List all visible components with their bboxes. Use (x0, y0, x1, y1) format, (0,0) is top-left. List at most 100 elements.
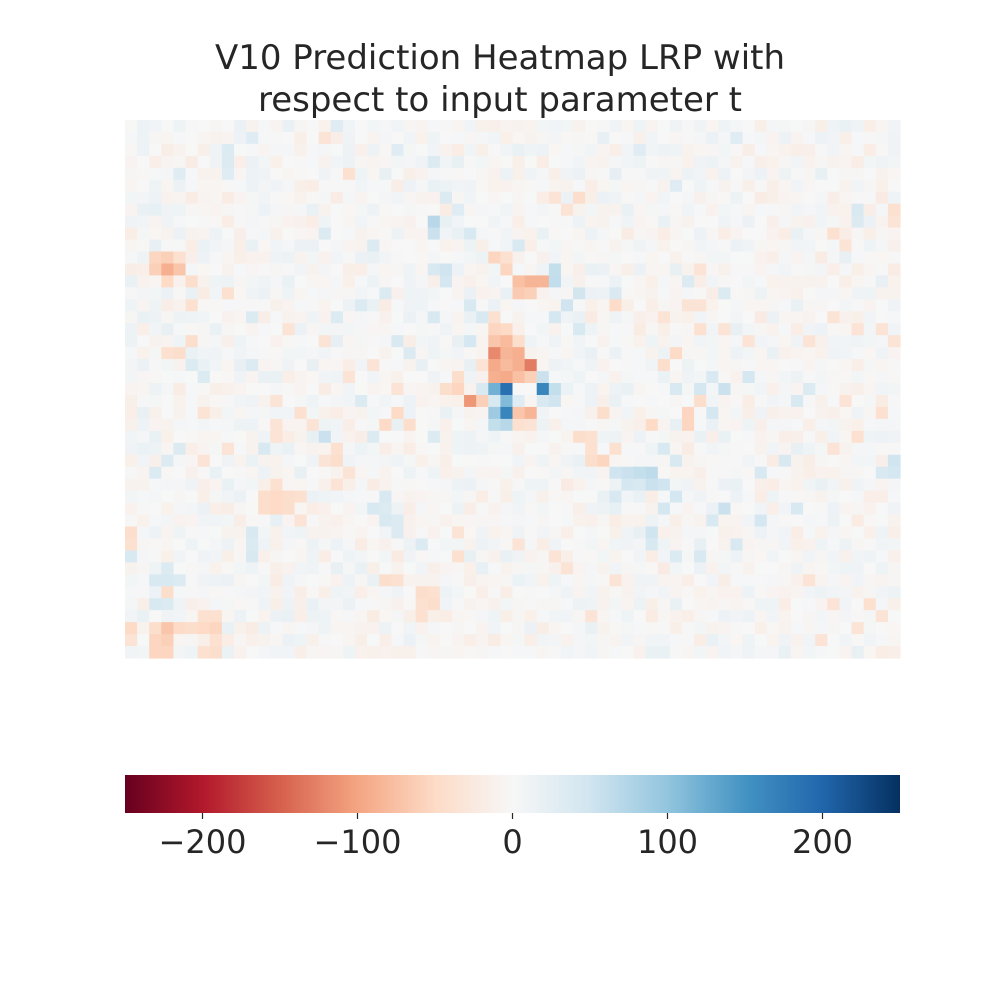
heatmap-cell (294, 478, 308, 492)
heatmap-cell (294, 610, 308, 623)
heatmap-cell (476, 299, 489, 312)
heatmap-cell (355, 335, 368, 348)
heatmap-cell (573, 275, 586, 288)
heatmap-cell (657, 371, 671, 384)
heatmap-cell (887, 155, 901, 169)
heatmap-cell (621, 191, 635, 205)
heatmap-cell (125, 598, 138, 611)
heatmap-cell (379, 622, 393, 635)
heatmap-cell (270, 586, 284, 599)
heatmap-cell (355, 538, 368, 551)
heatmap-cell (778, 143, 792, 157)
heatmap-cell (645, 490, 659, 504)
heatmap-cell (258, 478, 271, 492)
heatmap-cell (379, 263, 393, 277)
heatmap-cell (524, 143, 538, 157)
heatmap-cell (318, 490, 332, 504)
heatmap-cell (173, 394, 187, 408)
heatmap-cell (815, 311, 828, 324)
heatmap-cell (754, 203, 768, 217)
heatmap-cell (137, 131, 150, 145)
heatmap-cell (488, 574, 501, 587)
heatmap-cell (342, 490, 356, 504)
heatmap-cell (766, 430, 780, 444)
heatmap-cell (512, 167, 526, 181)
heatmap-cell (137, 430, 150, 444)
heatmap-cell (451, 634, 465, 647)
heatmap-cell (754, 131, 768, 145)
heatmap-cell (766, 167, 780, 181)
heatmap-cell (500, 562, 514, 575)
heatmap-cell (355, 586, 368, 599)
heatmap-cell (367, 239, 380, 253)
heatmap-cell (500, 263, 514, 277)
heatmap-cell (197, 383, 211, 396)
heatmap-cell (694, 275, 707, 288)
heatmap-cell (754, 323, 768, 336)
heatmap-cell (391, 311, 405, 324)
heatmap-cell (173, 179, 187, 193)
heatmap-cell (137, 490, 150, 504)
heatmap-cell (597, 466, 610, 480)
heatmap-cell (415, 430, 429, 444)
heatmap-cell (233, 227, 247, 241)
heatmap-cell (766, 383, 780, 396)
heatmap-cell (282, 263, 296, 277)
heatmap-cell (609, 143, 623, 157)
heatmap-cell (221, 442, 235, 456)
heatmap-cell (694, 622, 707, 635)
heatmap-cell (355, 323, 368, 336)
heatmap-cell (282, 502, 296, 516)
heatmap-cell (209, 538, 223, 551)
heatmap-cell (536, 610, 550, 623)
heatmap-cell (633, 478, 647, 492)
heatmap-cell (815, 598, 828, 611)
heatmap-cell (342, 466, 356, 480)
heatmap-cell (839, 646, 853, 659)
heatmap-cell (524, 526, 538, 540)
heatmap-cell (439, 646, 453, 659)
heatmap-cell (512, 466, 526, 480)
heatmap-cell (318, 347, 332, 360)
heatmap-cell (778, 299, 792, 312)
heatmap-cell (524, 263, 538, 277)
heatmap-cell (778, 514, 792, 528)
heatmap-cell (137, 646, 150, 659)
heatmap-cell (451, 275, 465, 288)
heatmap-cell (427, 191, 441, 205)
heatmap-cell (476, 646, 489, 659)
heatmap-cell (330, 454, 344, 468)
heatmap-cell (294, 646, 308, 659)
heatmap-cell (355, 179, 368, 193)
heatmap-cell (270, 179, 284, 193)
heatmap-cell (633, 287, 647, 300)
heatmap-cell (803, 466, 816, 480)
heatmap-cell (342, 251, 356, 265)
heatmap-cell (294, 394, 308, 408)
heatmap-cell (573, 311, 586, 324)
heatmap-cell (282, 634, 296, 647)
heatmap-cell (694, 215, 707, 229)
heatmap-cell (427, 430, 441, 444)
heatmap-cell (742, 299, 756, 312)
heatmap-cell (560, 634, 574, 647)
heatmap-cell (803, 347, 816, 360)
heatmap-cell (754, 191, 768, 205)
heatmap-cell (221, 120, 235, 133)
heatmap-cell (233, 263, 247, 277)
heatmap-cell (246, 598, 259, 611)
heatmap-cell (512, 311, 526, 324)
heatmap-cell (342, 454, 356, 468)
heatmap-cell (185, 371, 199, 384)
heatmap-cell (173, 275, 187, 288)
heatmap-cell (149, 538, 162, 551)
heatmap-cell (246, 562, 259, 575)
heatmap-cell (766, 251, 780, 265)
heatmap-cell (161, 347, 175, 360)
heatmap-cell (682, 191, 695, 205)
heatmap-cell (512, 526, 526, 540)
heatmap-cell (209, 526, 223, 540)
heatmap-cell (342, 239, 356, 253)
heatmap-cell (306, 275, 320, 288)
heatmap-cell (887, 143, 901, 157)
